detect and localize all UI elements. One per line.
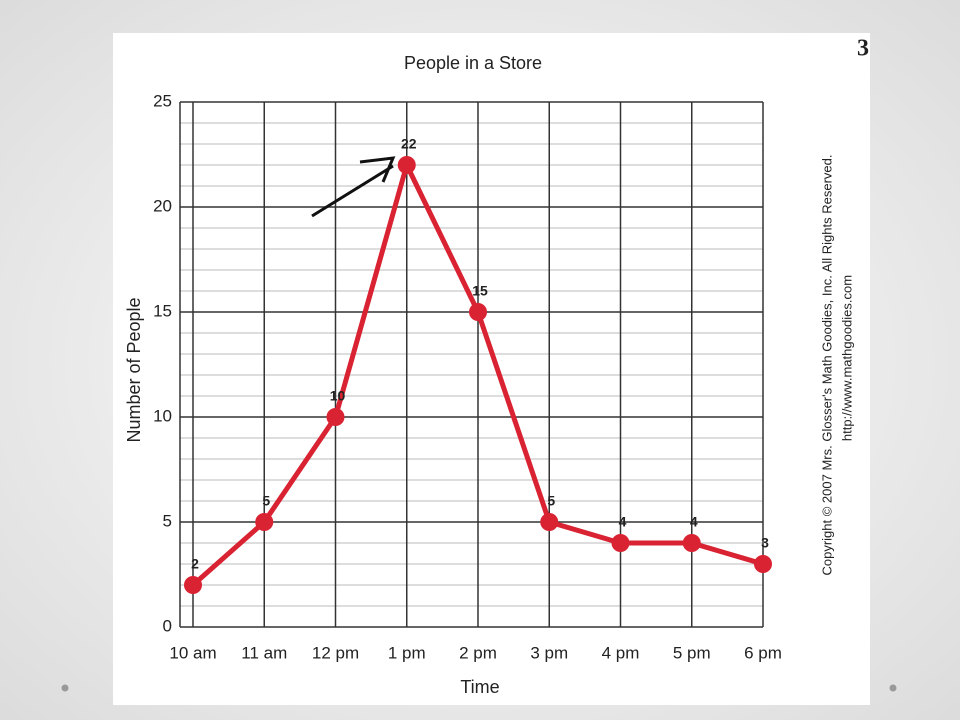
y-tick-label: 15 <box>153 301 172 320</box>
copyright-url: http://www.mathgoodies.com <box>839 275 854 441</box>
x-tick-label: 5 pm <box>673 643 711 662</box>
x-tick-label: 10 am <box>169 643 216 662</box>
x-tick-label: 2 pm <box>459 643 497 662</box>
data-label: 5 <box>547 493 555 509</box>
data-label: 4 <box>619 514 627 530</box>
data-point <box>611 534 630 552</box>
y-tick-label: 0 <box>163 616 172 635</box>
data-point <box>754 555 772 573</box>
data-label: 2 <box>191 556 199 572</box>
nav-dot <box>889 684 897 692</box>
data-point <box>326 408 345 426</box>
nav-dot <box>61 684 69 692</box>
data-point <box>255 513 274 531</box>
data-label: 10 <box>330 388 346 404</box>
data-point <box>397 156 416 174</box>
data-point <box>184 576 202 594</box>
data-point <box>469 303 487 321</box>
plot: 10 am 11 am 12 pm 1 pm 2 pm 3 pm 4 pm 5 pm 6 pm 0… <box>153 91 782 662</box>
chart-panel <box>113 33 870 705</box>
x-tick-label: 12 pm <box>312 643 359 662</box>
x-tick-label: 11 am <box>241 643 287 662</box>
data-label: 22 <box>401 136 417 152</box>
slide-number: 3 <box>857 36 869 62</box>
x-tick-label: 6 pm <box>744 643 782 662</box>
data-label: 4 <box>690 514 698 530</box>
y-tick-label: 10 <box>153 406 172 425</box>
x-axis-label: Time <box>460 677 499 697</box>
annotation-arrow <box>311 156 396 218</box>
data-label: 15 <box>472 283 488 299</box>
copyright: Copyright © 2007 Mrs. Glosser's Math Goo… <box>819 154 834 575</box>
x-tick-label: 1 pm <box>388 643 426 662</box>
x-tick-label: 4 pm <box>602 643 640 662</box>
chart-title: People in a Store <box>404 53 542 73</box>
y-axis-label: Number of People <box>124 297 144 442</box>
data-point <box>682 534 701 552</box>
y-tick-label: 20 <box>153 196 172 215</box>
data-label: 3 <box>761 535 769 551</box>
y-tick-label: 5 <box>163 511 172 530</box>
y-tick-label: 25 <box>153 91 172 110</box>
data-point <box>540 513 559 531</box>
x-tick-label: 3 pm <box>530 643 568 662</box>
data-label: 5 <box>262 493 270 509</box>
